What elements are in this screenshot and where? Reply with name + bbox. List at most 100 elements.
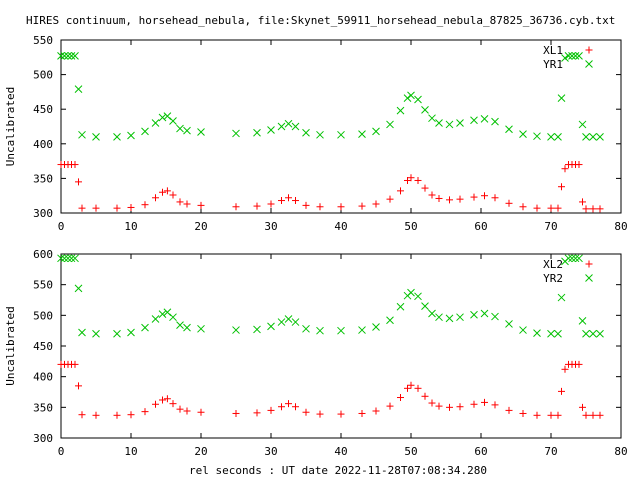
data-point-XL2 <box>533 411 541 419</box>
data-point-XL2 <box>163 395 171 403</box>
data-point-YR1-d2 <box>578 120 587 129</box>
data-point-XL2 <box>372 407 380 415</box>
data-point-YR1 <box>158 113 167 122</box>
data-point-YR2 <box>568 254 576 263</box>
data-point-XL2 <box>337 410 345 418</box>
data-point-XL2 <box>579 403 586 411</box>
data-point-XL1 <box>372 200 380 208</box>
data-point-YR1-d2 <box>232 129 240 138</box>
data-point-YR2 <box>547 329 555 338</box>
data-point-YR1-d2 <box>470 116 478 125</box>
data-point-YR1 <box>578 120 587 129</box>
data-point-YR1 <box>421 106 429 114</box>
x-tick-label: 10 <box>124 445 137 458</box>
data-point-YR2 <box>57 254 65 263</box>
data-point-YR1 <box>445 120 454 129</box>
data-point-YR2-d2 <box>480 309 489 318</box>
data-point-YR1-d2 <box>575 52 583 60</box>
data-point-YR2-d2 <box>176 321 184 330</box>
data-point-XL2 <box>127 411 135 419</box>
data-point-YR2 <box>284 315 293 323</box>
data-point-YR1-d2 <box>505 125 513 134</box>
data-point-XL1 <box>407 174 415 182</box>
data-point-YR2 <box>60 254 69 263</box>
data-point-YR2 <box>267 322 275 331</box>
data-point-YR2 <box>64 254 72 263</box>
data-point-XL1 <box>456 195 464 203</box>
data-point-YR2 <box>480 309 489 318</box>
data-point-XL2 <box>397 394 404 402</box>
data-point-YR1 <box>302 128 310 137</box>
data-point-YR1 <box>564 52 573 60</box>
data-point-YR2 <box>407 288 415 297</box>
data-point-YR2 <box>533 329 541 337</box>
data-point-XL1 <box>183 200 191 208</box>
y-tick-label: 350 <box>33 401 53 414</box>
data-point-XL2 <box>302 408 310 416</box>
data-point-XL2 <box>176 405 184 413</box>
data-point-YR2 <box>414 292 422 301</box>
data-point-YR1 <box>557 94 566 102</box>
data-point-YR1 <box>74 85 83 93</box>
data-point-XL1 <box>589 205 597 213</box>
data-point-YR1 <box>78 130 86 139</box>
legend-marker-YR1 <box>585 60 593 68</box>
data-point-YR2 <box>358 326 366 334</box>
data-point-YR1 <box>92 133 100 141</box>
data-point-YR1 <box>428 114 436 123</box>
data-point-YR1 <box>575 52 583 60</box>
data-point-XL1 <box>278 197 285 205</box>
data-point-XL2 <box>519 409 527 417</box>
legend-label-YR2: YR2 <box>543 272 563 285</box>
data-point-YR1 <box>358 130 366 138</box>
data-point-YR1-d2 <box>284 119 293 128</box>
data-point-YR2-d2 <box>78 328 86 337</box>
data-point-YR1-d2 <box>302 128 310 137</box>
data-point-XL2 <box>253 409 261 417</box>
data-point-YR1-d2 <box>519 130 527 138</box>
data-point-YR1 <box>253 128 261 137</box>
data-point-YR2-d2 <box>302 324 310 333</box>
data-point-YR2-d2 <box>445 314 454 323</box>
data-point-YR2 <box>67 254 76 263</box>
data-point-XL1 <box>575 161 583 169</box>
data-point-YR1 <box>57 52 65 60</box>
data-point-XL1 <box>397 187 404 195</box>
data-point-YR2 <box>127 328 135 337</box>
y-tick-label: 300 <box>33 432 53 445</box>
data-point-XL2 <box>197 408 205 416</box>
data-point-XL2 <box>596 411 604 419</box>
data-point-YR1-d2 <box>316 130 324 139</box>
data-point-XL2 <box>547 411 555 419</box>
data-point-XL2 <box>589 411 597 419</box>
data-point-YR1 <box>386 120 394 129</box>
x-tick-label: 40 <box>334 220 347 233</box>
data-point-YR1 <box>435 119 443 127</box>
data-point-XL2 <box>292 403 299 411</box>
data-point-XL2 <box>491 401 499 409</box>
data-point-YR2 <box>291 318 300 326</box>
x-tick-label: 80 <box>614 445 627 458</box>
data-point-XL1 <box>253 202 261 210</box>
data-point-YR2 <box>491 312 499 321</box>
y-axis-label-1: Uncalibrated <box>4 87 17 166</box>
data-point-YR1 <box>284 119 293 128</box>
data-point-YR1 <box>571 52 580 60</box>
data-point-XL1 <box>127 203 135 211</box>
y-tick-label: 550 <box>33 34 53 47</box>
data-point-YR1-d2 <box>151 119 160 127</box>
data-point-XL2 <box>75 382 82 390</box>
data-point-YR2-d2 <box>232 326 240 334</box>
data-point-YR1-d2 <box>445 120 454 129</box>
y-axis-label-2: Uncalibrated <box>4 306 17 385</box>
data-point-YR2-d2 <box>183 323 191 332</box>
data-point-YR2 <box>316 326 324 335</box>
data-point-YR2-d2 <box>291 318 300 326</box>
data-point-YR2-d2 <box>491 312 499 321</box>
data-point-XL1 <box>337 203 345 211</box>
y-tick-label: 500 <box>33 309 53 322</box>
y-tick-label: 400 <box>33 138 53 151</box>
data-point-YR1 <box>127 131 135 140</box>
data-point-YR2-d2 <box>547 329 555 338</box>
data-point-XL2 <box>404 384 411 392</box>
